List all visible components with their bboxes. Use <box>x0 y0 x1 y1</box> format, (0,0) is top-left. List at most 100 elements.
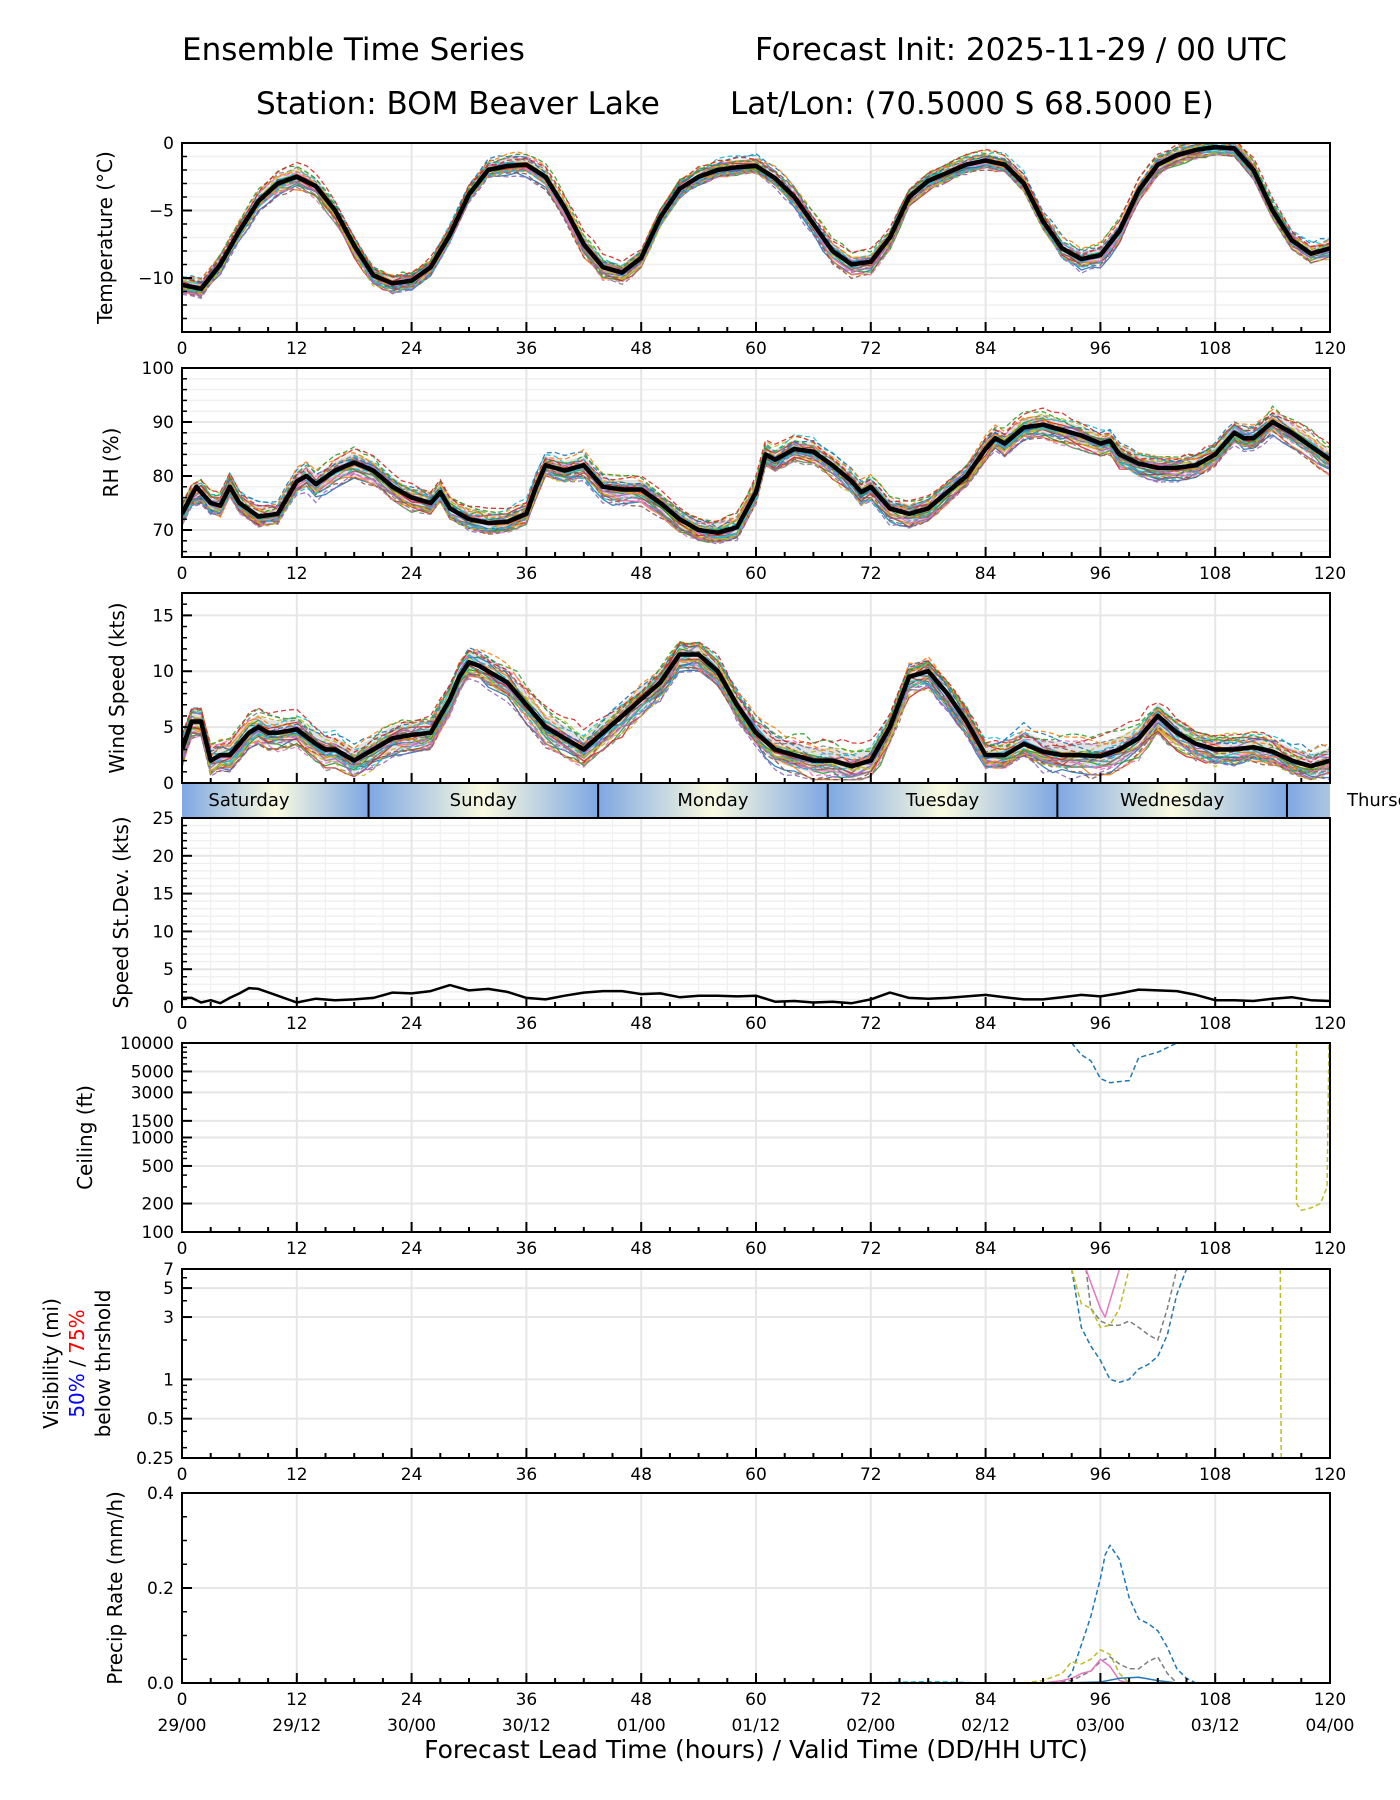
threshold-75-label: 75% <box>65 1309 89 1353</box>
y-tick-label: 15 <box>152 885 174 905</box>
member-line <box>1071 1043 1178 1084</box>
y-tick-label: 5 <box>163 960 174 980</box>
y-tick-label: 5 <box>163 718 174 738</box>
mean-line <box>182 419 1330 535</box>
x-tick-label: 48 <box>630 1465 652 1485</box>
x-tick-label: 108 <box>1199 564 1231 584</box>
x-tick-label: 96 <box>1090 1690 1112 1710</box>
mean-line <box>182 652 1330 769</box>
x-tick-label: 48 <box>630 339 652 359</box>
x-tick-label: 96 <box>1090 1014 1112 1034</box>
member-line <box>182 644 1330 762</box>
y-axis-label: Ceiling (ft) <box>73 1085 97 1190</box>
x-tick-label: 48 <box>630 564 652 584</box>
x-tick-label: 60 <box>745 1014 767 1034</box>
x-tick-label: 36 <box>516 564 538 584</box>
x-tick-label: 0 <box>177 1014 188 1034</box>
y-tick-label: 1 <box>163 1370 174 1390</box>
valid-time-label: 30/00 <box>387 1716 436 1736</box>
y-axis-label: Precip Rate (mm/h) <box>103 1491 127 1685</box>
y-tick-label: 0.4 <box>147 1484 174 1504</box>
x-tick-label: 72 <box>860 1014 882 1034</box>
x-tick-label: 108 <box>1199 1465 1231 1485</box>
member-line <box>182 143 1330 280</box>
series-group <box>182 640 1330 781</box>
valid-time-label: 30/12 <box>502 1716 551 1736</box>
y-tick-label: 3 <box>163 1308 174 1328</box>
x-tick-label: 84 <box>975 339 997 359</box>
stdev-line <box>182 983 1330 1005</box>
member-line <box>182 657 1330 781</box>
series-group <box>182 143 1330 300</box>
member-line <box>1042 1658 1130 1683</box>
x-tick-label: 120 <box>1314 1690 1346 1710</box>
y-tick-label: 1000 <box>131 1129 174 1149</box>
member-line <box>182 412 1330 525</box>
x-tick-label: 0 <box>177 564 188 584</box>
threshold-sep: / <box>65 1354 89 1373</box>
valid-time-label: 02/00 <box>846 1716 895 1736</box>
x-tick-label: 72 <box>860 1690 882 1710</box>
valid-time-label: 29/12 <box>272 1716 321 1736</box>
valid-time-label: 01/12 <box>732 1716 781 1736</box>
y-tick-label: 0.2 <box>147 1579 174 1599</box>
x-tick-label: 120 <box>1314 339 1346 359</box>
x-tick-label: 48 <box>630 1239 652 1259</box>
member-line <box>182 426 1330 543</box>
member-line <box>1085 1269 1121 1318</box>
member-line <box>182 407 1330 524</box>
x-tick-label: 36 <box>516 1465 538 1485</box>
y-tick-label: 70 <box>152 521 174 541</box>
y-tick-label: 500 <box>142 1157 174 1177</box>
x-tick-label: 0 <box>177 1239 188 1259</box>
x-tick-label: 120 <box>1314 1465 1346 1485</box>
x-tick-label: 24 <box>401 564 423 584</box>
y-tick-label: 0.25 <box>136 1449 174 1469</box>
x-tick-label: 72 <box>860 339 882 359</box>
x-tick-label: 84 <box>975 1014 997 1034</box>
spread-band <box>182 641 1330 779</box>
x-tick-label: 24 <box>401 1465 423 1485</box>
member-line <box>1085 1269 1178 1341</box>
y-tick-label: 80 <box>152 467 174 487</box>
x-tick-label: 120 <box>1314 1239 1346 1259</box>
day-cell <box>182 783 369 817</box>
x-tick-label: 48 <box>630 1014 652 1034</box>
x-tick-label: 96 <box>1090 564 1112 584</box>
x-tick-label: 24 <box>401 339 423 359</box>
y-tick-label: 10 <box>152 662 174 682</box>
member-line <box>182 143 1330 281</box>
member-line <box>182 408 1330 523</box>
x-tick-label: 36 <box>516 1014 538 1034</box>
valid-time-label: 29/00 <box>158 1716 207 1736</box>
y-axis-label-thresholds: 50% / 75% <box>65 1309 89 1417</box>
y-axis-label: RH (%) <box>99 428 123 498</box>
x-tick-label: 96 <box>1090 339 1112 359</box>
panel-rh: 70 80 90 100 0 12 24 36 48 60 72 84 96 108 120 RH (%) <box>99 359 1346 584</box>
x-tick-label: 120 <box>1314 1014 1346 1034</box>
x-tick-label: 96 <box>1090 1465 1112 1485</box>
x-tick-label: 84 <box>975 1465 997 1485</box>
x-tick-label: 108 <box>1199 1239 1231 1259</box>
day-label-tuesday: Tuesday <box>905 790 980 811</box>
y-tick-label: 0.5 <box>147 1410 174 1430</box>
member-line <box>1070 1269 1130 1329</box>
y-tick-label: 90 <box>152 413 174 433</box>
y-tick-label: 0 <box>163 774 174 794</box>
x-tick-label: 48 <box>630 1690 652 1710</box>
day-cell <box>1057 783 1287 817</box>
series-group <box>1070 1269 1282 1458</box>
day-label-thursday: Thursday <box>1346 790 1400 811</box>
y-tick-label: 10000 <box>120 1034 174 1054</box>
valid-time-label: 02/12 <box>961 1716 1010 1736</box>
y-tick-label: 100 <box>142 1223 174 1243</box>
x-tick-label: 60 <box>745 1239 767 1259</box>
panel-visibility: 0.25 0.5 1 3 57 0 12 24 36 48 60 72 84 96 108 120 Visibi… <box>39 1260 1346 1485</box>
x-tick-label: 12 <box>286 339 308 359</box>
x-tick-label: 72 <box>860 1465 882 1485</box>
series-group <box>182 983 1330 1005</box>
station-title: Station: BOM Beaver Lake <box>256 86 660 122</box>
y-axis-label-line3: below thrshold <box>91 1290 115 1438</box>
y-axis-label: Speed St.Dev. (kts) <box>109 816 133 1008</box>
